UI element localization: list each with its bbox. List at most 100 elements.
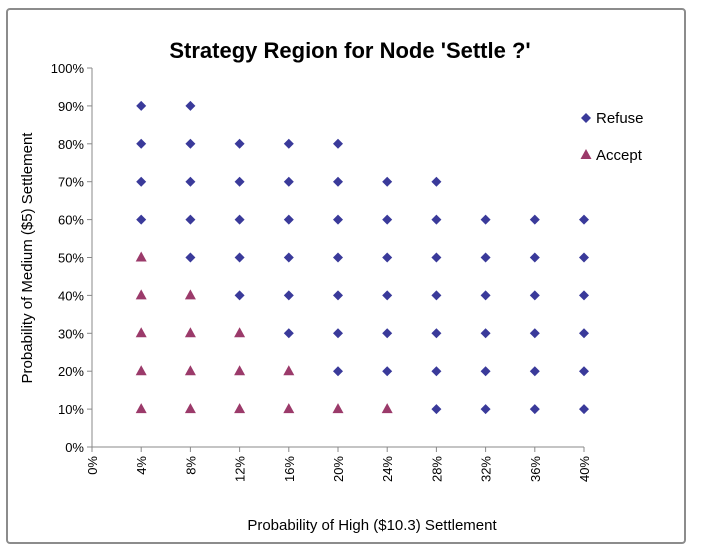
refuse-point	[333, 290, 343, 301]
accept-point	[135, 327, 147, 338]
x-tick-label: 28%	[429, 456, 444, 482]
refuse-point	[431, 366, 442, 377]
refuse-point	[529, 404, 540, 415]
refuse-point	[234, 252, 245, 263]
accept-point	[135, 251, 147, 262]
refuse-point	[234, 214, 245, 225]
accept-point	[381, 403, 393, 414]
refuse-point	[136, 138, 147, 149]
x-axis-ticks: 0% 4% 8% 12% 16% 20% 24% 28% 32% 36% 40%	[85, 447, 592, 482]
refuse-point	[136, 176, 147, 187]
refuse-point	[431, 290, 442, 301]
refuse-point	[529, 252, 540, 263]
refuse-point	[480, 328, 491, 339]
refuse-point	[382, 214, 393, 225]
refuse-point	[333, 328, 343, 339]
refuse-point	[185, 176, 196, 187]
y-tick-label: 60%	[58, 213, 84, 228]
refuse-point	[333, 176, 343, 187]
refuse-point	[480, 404, 491, 415]
accept-point	[184, 289, 196, 300]
x-tick-label: 0%	[85, 456, 100, 475]
refuse-point	[431, 404, 442, 415]
accept-point	[184, 365, 196, 376]
refuse-point	[234, 176, 245, 187]
accept-point	[234, 403, 246, 414]
refuse-legend-label: Refuse	[596, 110, 644, 127]
accept-point	[234, 365, 246, 376]
refuse-point	[283, 252, 294, 263]
y-tick-label: 100%	[51, 61, 85, 76]
y-tick-label: 50%	[58, 251, 84, 266]
refuse-point	[431, 176, 442, 187]
refuse-point	[382, 176, 393, 187]
accept-point	[135, 289, 147, 300]
refuse-point	[333, 138, 343, 149]
refuse-point	[382, 366, 393, 377]
y-axis-label: Probability of Medium ($5) Settlement	[19, 132, 36, 384]
x-tick-label: 36%	[528, 456, 543, 482]
refuse-point	[529, 214, 540, 225]
refuse-point	[136, 100, 147, 111]
accept-legend-label: Accept	[596, 147, 643, 164]
accept-point	[234, 327, 246, 338]
x-tick-label: 4%	[134, 456, 149, 475]
chart-title: Strategy Region for Node 'Settle ?'	[169, 38, 530, 63]
refuse-point	[234, 138, 245, 149]
refuse-point	[185, 214, 196, 225]
refuse-point	[431, 214, 442, 225]
refuse-legend-marker	[581, 113, 591, 123]
refuse-point	[579, 366, 589, 377]
y-tick-label: 40%	[58, 288, 84, 303]
x-tick-label: 32%	[479, 456, 494, 482]
accept-point	[184, 327, 196, 338]
x-tick-label: 8%	[183, 456, 198, 475]
accept-point	[135, 365, 147, 376]
x-tick-label: 24%	[380, 456, 395, 482]
refuse-point	[529, 290, 540, 301]
refuse-point	[185, 100, 196, 111]
y-tick-label: 20%	[58, 364, 84, 379]
refuse-point	[480, 290, 491, 301]
refuse-point	[185, 252, 196, 263]
x-tick-label: 20%	[331, 456, 346, 482]
accept-point	[283, 365, 295, 376]
refuse-point	[283, 138, 294, 149]
y-tick-label: 10%	[58, 402, 84, 417]
refuse-point	[431, 328, 442, 339]
refuse-point	[333, 366, 343, 377]
refuse-point	[333, 252, 343, 263]
refuse-point	[579, 404, 589, 415]
refuse-point	[382, 290, 393, 301]
accept-point	[283, 403, 295, 414]
refuse-point	[234, 290, 245, 301]
accept-point	[332, 403, 344, 414]
refuse-point	[136, 214, 147, 225]
refuse-point	[480, 214, 491, 225]
refuse-point	[283, 214, 294, 225]
refuse-point	[283, 328, 294, 339]
refuse-point	[382, 252, 393, 263]
y-tick-label: 70%	[58, 175, 84, 190]
x-tick-label: 40%	[577, 456, 592, 482]
refuse-point	[579, 252, 589, 263]
refuse-point	[283, 176, 294, 187]
y-tick-label: 90%	[58, 99, 84, 114]
refuse-point	[283, 290, 294, 301]
x-tick-label: 16%	[282, 456, 297, 482]
refuse-point	[382, 328, 393, 339]
refuse-point	[480, 366, 491, 377]
refuse-point	[579, 290, 589, 301]
refuse-point	[480, 252, 491, 263]
legend: Refuse Accept	[580, 110, 644, 164]
y-tick-label: 30%	[58, 326, 84, 341]
y-axis-ticks: 0% 10% 20% 30% 40% 50% 60% 70% 80% 90% 100%	[51, 61, 92, 455]
accept-legend-marker	[580, 149, 592, 159]
data-points	[135, 100, 589, 415]
x-axis-label: Probability of High ($10.3) Settlement	[247, 517, 497, 534]
refuse-point	[185, 138, 196, 149]
x-tick-label: 12%	[233, 456, 248, 482]
y-tick-label: 80%	[58, 137, 84, 152]
refuse-point	[579, 328, 589, 339]
